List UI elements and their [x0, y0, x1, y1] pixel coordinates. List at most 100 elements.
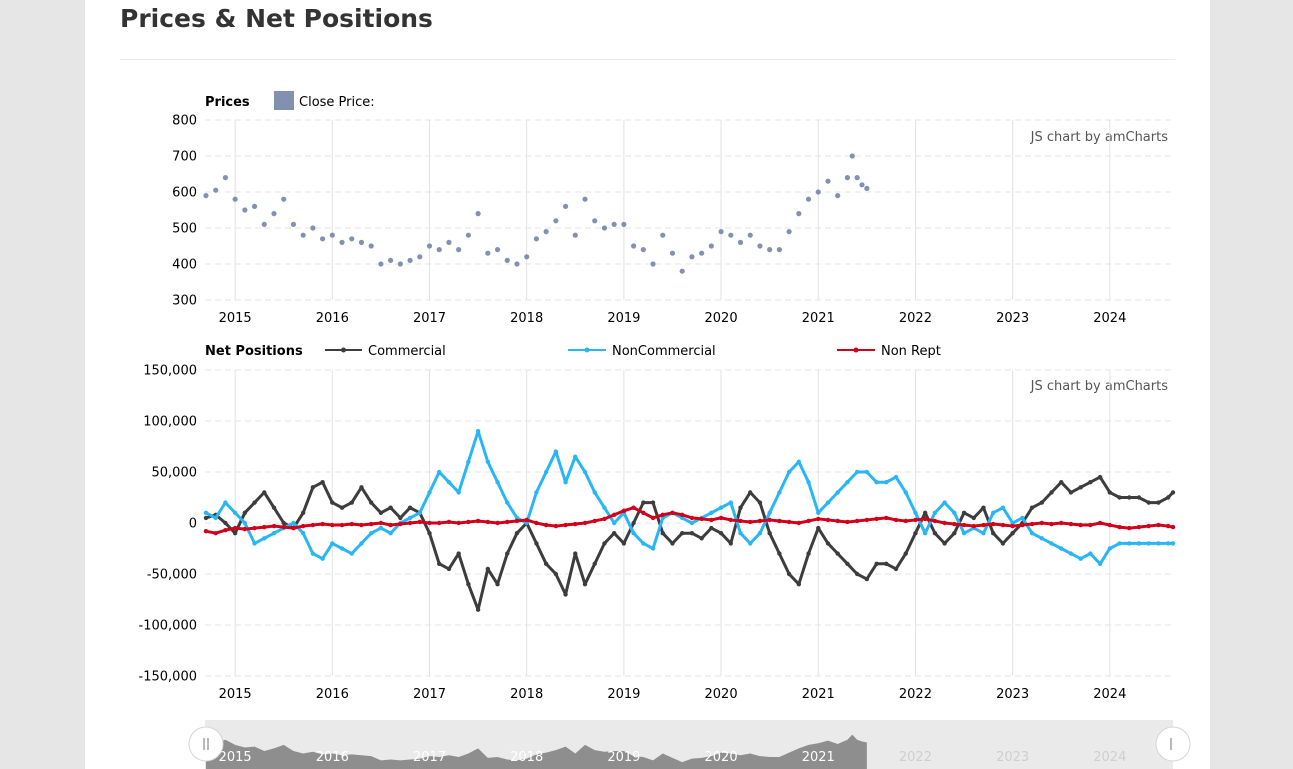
price-point[interactable]	[669, 250, 676, 256]
price-point[interactable]	[349, 236, 355, 242]
non-rept-point[interactable]	[417, 519, 422, 525]
noncommercial-point[interactable]	[757, 531, 763, 536]
commercial-point[interactable]	[874, 561, 879, 566]
non-rept-point[interactable]	[1107, 522, 1113, 528]
commercial-point[interactable]	[1000, 541, 1006, 546]
non-rept-point[interactable]	[524, 517, 529, 523]
price-point[interactable]	[854, 175, 860, 181]
non-rept-point[interactable]	[806, 518, 811, 524]
noncommercial-point[interactable]	[300, 531, 306, 536]
non-rept-point[interactable]	[1059, 520, 1064, 526]
price-point[interactable]	[339, 239, 345, 245]
commercial-point[interactable]	[271, 505, 277, 510]
non-rept-point[interactable]	[1029, 521, 1035, 527]
non-rept-point[interactable]	[466, 519, 471, 525]
noncommercial-point[interactable]	[456, 490, 461, 495]
non-rept-point[interactable]	[922, 516, 928, 522]
commercial-point[interactable]	[748, 490, 753, 495]
price-point[interactable]	[407, 257, 413, 263]
price-point[interactable]	[514, 261, 520, 267]
noncommercial-point[interactable]	[563, 480, 568, 485]
price-point[interactable]	[300, 232, 306, 238]
commercial-point[interactable]	[961, 510, 967, 515]
noncommercial-point[interactable]	[1088, 551, 1093, 556]
non-rept-point[interactable]	[1000, 522, 1006, 528]
commercial-point[interactable]	[1068, 490, 1074, 495]
non-rept-point[interactable]	[495, 520, 500, 526]
non-rept-point[interactable]	[991, 521, 996, 527]
noncommercial-point[interactable]	[845, 480, 850, 485]
non-rept-point[interactable]	[709, 517, 714, 523]
non-rept-point[interactable]	[1117, 524, 1122, 530]
commercial-point[interactable]	[942, 541, 947, 546]
noncommercial-point[interactable]	[320, 556, 325, 561]
noncommercial-point[interactable]	[796, 459, 802, 464]
commercial-point[interactable]	[728, 541, 733, 546]
non-rept-point[interactable]	[952, 521, 957, 527]
commercial-point[interactable]	[922, 510, 928, 515]
commercial-point[interactable]	[475, 607, 481, 612]
noncommercial-point[interactable]	[767, 510, 772, 515]
noncommercial-point[interactable]	[475, 429, 481, 434]
commercial-point[interactable]	[777, 551, 782, 556]
commercial-point[interactable]	[1049, 490, 1054, 495]
non-rept-point[interactable]	[1156, 522, 1161, 528]
commercial-point[interactable]	[699, 536, 704, 541]
non-rept-point[interactable]	[961, 522, 967, 528]
price-point[interactable]	[562, 203, 569, 209]
non-rept-point[interactable]	[563, 522, 568, 528]
non-rept-point[interactable]	[252, 525, 257, 531]
commercial-point[interactable]	[825, 541, 831, 546]
non-rept-point[interactable]	[1039, 520, 1044, 526]
noncommercial-point[interactable]	[485, 459, 491, 464]
price-point[interactable]	[767, 247, 773, 253]
non-rept-point[interactable]	[475, 518, 481, 524]
non-rept-point[interactable]	[913, 517, 918, 523]
noncommercial-point[interactable]	[1170, 541, 1176, 546]
price-point[interactable]	[475, 211, 481, 217]
noncommercial-point[interactable]	[1000, 505, 1006, 510]
price-point[interactable]	[611, 221, 617, 227]
non-rept-point[interactable]	[621, 508, 627, 513]
commercial-point[interactable]	[592, 561, 597, 566]
noncommercial-point[interactable]	[534, 490, 539, 495]
price-point[interactable]	[417, 254, 423, 260]
price-point[interactable]	[329, 232, 335, 238]
commercial-point[interactable]	[582, 582, 588, 587]
commercial-point[interactable]	[796, 582, 802, 587]
non-rept-point[interactable]	[368, 521, 374, 527]
commercial-point[interactable]	[553, 571, 559, 577]
price-point[interactable]	[426, 243, 433, 249]
noncommercial-point[interactable]	[573, 454, 578, 459]
price-point[interactable]	[485, 250, 491, 256]
navigator-right-grip[interactable]	[1155, 726, 1191, 762]
commercial-point[interactable]	[359, 485, 364, 490]
commercial-point[interactable]	[1156, 500, 1161, 505]
price-point[interactable]	[776, 247, 782, 253]
commercial-point[interactable]	[932, 531, 938, 536]
commercial-point[interactable]	[437, 561, 442, 566]
noncommercial-point[interactable]	[252, 541, 257, 546]
noncommercial-point[interactable]	[689, 520, 695, 526]
commercial-point[interactable]	[786, 571, 792, 577]
price-point[interactable]	[543, 229, 549, 235]
price-point[interactable]	[815, 189, 821, 195]
commercial-point[interactable]	[660, 531, 665, 536]
price-point[interactable]	[553, 218, 559, 224]
commercial-point[interactable]	[738, 505, 743, 510]
non-rept-point[interactable]	[1020, 522, 1025, 528]
commercial-point[interactable]	[573, 551, 578, 556]
non-rept-point[interactable]	[398, 521, 403, 527]
commercial-point[interactable]	[903, 551, 908, 556]
close-price-legend-swatch[interactable]	[274, 91, 294, 110]
non-rept-point[interactable]	[271, 523, 277, 529]
non-rept-point[interactable]	[884, 515, 889, 521]
price-point[interactable]	[805, 196, 812, 202]
commercial-point[interactable]	[1059, 480, 1064, 485]
commercial-point[interactable]	[446, 566, 452, 572]
non-rept-point[interactable]	[748, 519, 753, 525]
commercial-point[interactable]	[816, 525, 821, 531]
commercial-point[interactable]	[1117, 495, 1122, 500]
non-rept-point[interactable]	[1068, 521, 1074, 527]
noncommercial-point[interactable]	[611, 520, 617, 526]
